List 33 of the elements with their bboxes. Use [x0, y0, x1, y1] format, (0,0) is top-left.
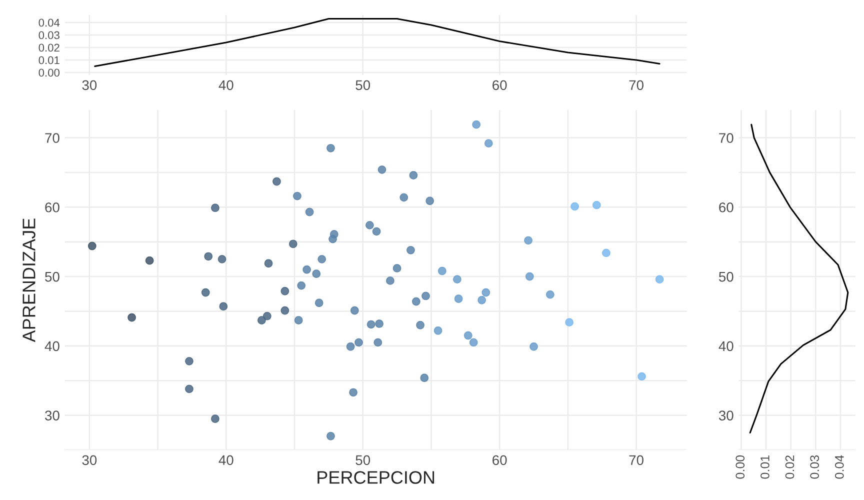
- x-tick-label: 60: [492, 80, 507, 90]
- line-series: [749, 124, 849, 434]
- y-tick-label: 30: [718, 410, 734, 420]
- x-tick-label: 70: [629, 80, 644, 90]
- y-tick-label: 50: [45, 272, 60, 282]
- y-tick-label: 0.00: [38, 68, 60, 77]
- y-tick-label: 70: [719, 133, 734, 143]
- line-series: [94, 18, 660, 68]
- y-tick-label: 0.02: [38, 44, 60, 52]
- y-tick-label: 50: [718, 272, 734, 282]
- x-tick-label: 60: [492, 455, 507, 466]
- x-tick-label: 70: [629, 455, 644, 466]
- y-tick-label: 0.01: [38, 56, 60, 64]
- x-tick-label: 30: [82, 80, 97, 90]
- x-axis-title: PERCEPCION: [318, 471, 434, 484]
- x-tick-label: 50: [356, 455, 370, 466]
- y-tick-label: 0.04: [38, 18, 60, 27]
- y-axis-title: APRENDIZAJE: [22, 218, 36, 342]
- y-tick-label: 40: [718, 341, 734, 352]
- y-tick-label: 60: [45, 202, 60, 212]
- y-tick-label: 0.03: [38, 31, 60, 40]
- x-tick-label: 0.03: [810, 455, 820, 479]
- y-tick-label: 70: [45, 133, 60, 143]
- x-tick-label: 40: [218, 80, 234, 90]
- x-tick-label: 50: [356, 80, 370, 90]
- x-tick-label: 0.02: [785, 455, 794, 479]
- y-tick-label: 60: [719, 202, 734, 212]
- x-tick-label: 0.04: [834, 455, 844, 479]
- y-tick-label: 40: [44, 341, 60, 352]
- x-tick-label: 30: [82, 455, 97, 466]
- y-tick-label: 30: [45, 410, 60, 420]
- x-tick-label: 0.01: [760, 455, 770, 479]
- x-tick-label: 40: [218, 455, 234, 466]
